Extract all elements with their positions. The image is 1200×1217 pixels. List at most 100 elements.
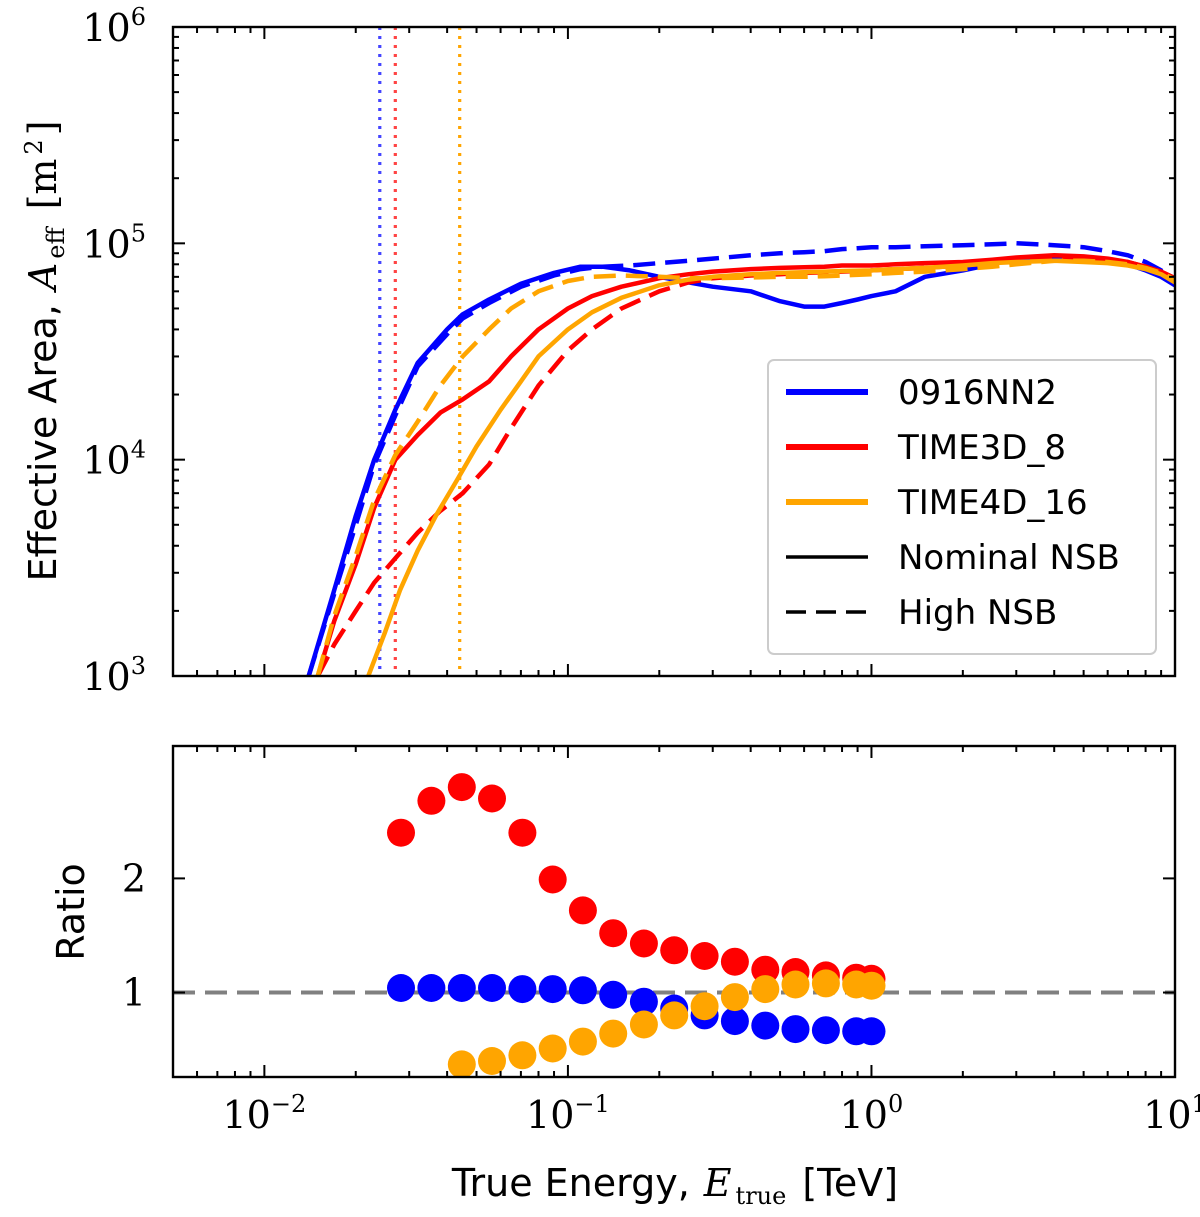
top-ticks bbox=[172, 26, 1176, 677]
ytick-exp: 6 bbox=[131, 3, 146, 31]
ratio-point bbox=[447, 773, 476, 802]
ratio-point bbox=[447, 1050, 476, 1077]
legend-entry-2: TIME4D_16 bbox=[786, 483, 1088, 523]
top-ylabel: Effective Area, A eff [m 2 ] bbox=[20, 120, 70, 581]
legend-label: High NSB bbox=[898, 593, 1057, 633]
legend-label: TIME3D_8 bbox=[897, 428, 1066, 468]
legend-entry-1: TIME3D_8 bbox=[786, 428, 1066, 468]
legend: 0916NN2 TIME3D_8 TIME4D_16 Nominal NSB High … bbox=[767, 359, 1157, 655]
legend-label: Nominal NSB bbox=[898, 538, 1120, 578]
ratio-point bbox=[508, 975, 537, 1004]
ratio-point bbox=[629, 929, 658, 958]
xtick-label-1: 10−1 bbox=[526, 1090, 610, 1137]
top-ylabel-unit-exp: 2 bbox=[20, 139, 48, 154]
ratio-point bbox=[751, 975, 780, 1004]
ratio-point bbox=[781, 970, 810, 999]
ratio-point bbox=[629, 987, 658, 1016]
top-ylabel-unit-close: ] bbox=[21, 120, 65, 135]
bottom-xtick-labels: 10−2 10−1 100 101 bbox=[223, 1090, 1200, 1137]
top-plot-area bbox=[306, 27, 1175, 676]
bottom-data-layer bbox=[173, 773, 1175, 1077]
xlabel: True Energy, E true [TeV] bbox=[451, 1161, 898, 1210]
bottom-ylabel: Ratio bbox=[49, 863, 93, 961]
top-ylabel-unit-open: [m bbox=[21, 159, 65, 210]
ratio-point bbox=[660, 936, 689, 965]
ratio-point bbox=[599, 1019, 628, 1048]
ratio-point bbox=[478, 974, 506, 1002]
top-ylabel-sub: eff bbox=[42, 225, 70, 258]
ratio-point bbox=[751, 1011, 780, 1040]
svg-text:Effective Area, A: Effective Area, A eff [m 2 ] bbox=[20, 120, 70, 581]
ratio-point bbox=[387, 974, 415, 1002]
ratio-point bbox=[508, 1041, 537, 1070]
ratio-point bbox=[720, 983, 749, 1012]
ytick-base: 10 bbox=[82, 439, 130, 483]
ratio-point bbox=[478, 1047, 506, 1075]
ratio-point bbox=[811, 969, 840, 998]
xtick-exp: 0 bbox=[888, 1090, 903, 1118]
ratio-point bbox=[568, 976, 597, 1005]
top-ylabel-symbol: A bbox=[21, 263, 65, 293]
ratio-point bbox=[538, 975, 567, 1004]
xlabel-symbol: E bbox=[703, 1161, 732, 1205]
series-line-0916nn2-high-nsb bbox=[306, 241, 1175, 676]
ratio-point bbox=[811, 1016, 840, 1045]
legend-entry-4: High NSB bbox=[786, 593, 1057, 633]
ratio-ytick-label-1: 2 bbox=[122, 856, 146, 900]
xtick-label-0: 10−2 bbox=[223, 1090, 307, 1137]
ratio-point bbox=[417, 786, 446, 815]
ytick-exp: 3 bbox=[131, 652, 146, 680]
xtick-label-3: 101 bbox=[1143, 1090, 1200, 1137]
xtick-exp: 1 bbox=[1192, 1090, 1200, 1118]
ratio-point bbox=[751, 955, 780, 984]
ytick-label-0: 103 bbox=[82, 652, 146, 699]
ytick-base: 10 bbox=[82, 6, 130, 50]
ratio-series-time3d_8 bbox=[387, 773, 886, 993]
ratio-panel: 12 10−2 10−1 100 101 Ratio True Energy, E t… bbox=[49, 744, 1200, 1210]
xtick-label-2: 100 bbox=[840, 1090, 904, 1137]
bottom-ticks bbox=[172, 746, 1176, 1077]
series-line-time3d_8-nominal-nsb bbox=[315, 253, 1175, 676]
bottom-axes-frame bbox=[171, 744, 1177, 1079]
ratio-series-time4d_16 bbox=[447, 969, 886, 1077]
series-line-time4d_16-high-nsb bbox=[315, 258, 1175, 676]
top-axes-frame bbox=[171, 25, 1177, 678]
ratio-point bbox=[447, 974, 476, 1002]
ratio-point bbox=[538, 865, 567, 894]
bottom-plot-area bbox=[173, 773, 1175, 1077]
ratio-point bbox=[660, 1001, 689, 1030]
series-line-time4d_16-nominal-nsb bbox=[366, 258, 1175, 676]
ratio-point bbox=[720, 947, 749, 976]
ratio-point bbox=[720, 1007, 749, 1036]
ratio-point bbox=[387, 818, 415, 847]
ratio-point bbox=[599, 980, 628, 1009]
top-data-layer bbox=[306, 27, 1175, 676]
legend-entry-0: 0916NN2 bbox=[786, 373, 1057, 413]
ratio-point bbox=[690, 992, 719, 1021]
xtick-exp: −2 bbox=[271, 1090, 306, 1118]
ratio-point bbox=[478, 784, 506, 813]
xlabel-unit: [TeV] bbox=[802, 1161, 898, 1205]
ytick-base: 10 bbox=[82, 222, 130, 266]
ratio-point bbox=[599, 919, 628, 948]
ytick-label-1: 104 bbox=[82, 436, 146, 483]
legend-entries: 0916NN2 TIME3D_8 TIME4D_16 Nominal NSB High … bbox=[786, 373, 1120, 633]
ytick-label-3: 106 bbox=[82, 3, 146, 50]
ratio-point bbox=[690, 942, 719, 970]
ratio-point bbox=[857, 1017, 886, 1046]
ratio-point bbox=[629, 1010, 658, 1039]
ratio-point bbox=[781, 1015, 810, 1044]
ratio-ytick-label-0: 1 bbox=[122, 971, 146, 1015]
ratio-point bbox=[857, 971, 886, 1000]
xtick-base: 10 bbox=[840, 1093, 888, 1137]
ratio-point bbox=[568, 1027, 597, 1056]
top-ylabel-text: Effective Area, bbox=[21, 304, 65, 581]
xtick-exp: −1 bbox=[574, 1090, 609, 1118]
bottom-ytick-labels: 12 bbox=[122, 856, 146, 1014]
ytick-exp: 5 bbox=[131, 219, 146, 247]
xtick-base: 10 bbox=[223, 1093, 271, 1137]
ratio-point bbox=[508, 818, 537, 847]
